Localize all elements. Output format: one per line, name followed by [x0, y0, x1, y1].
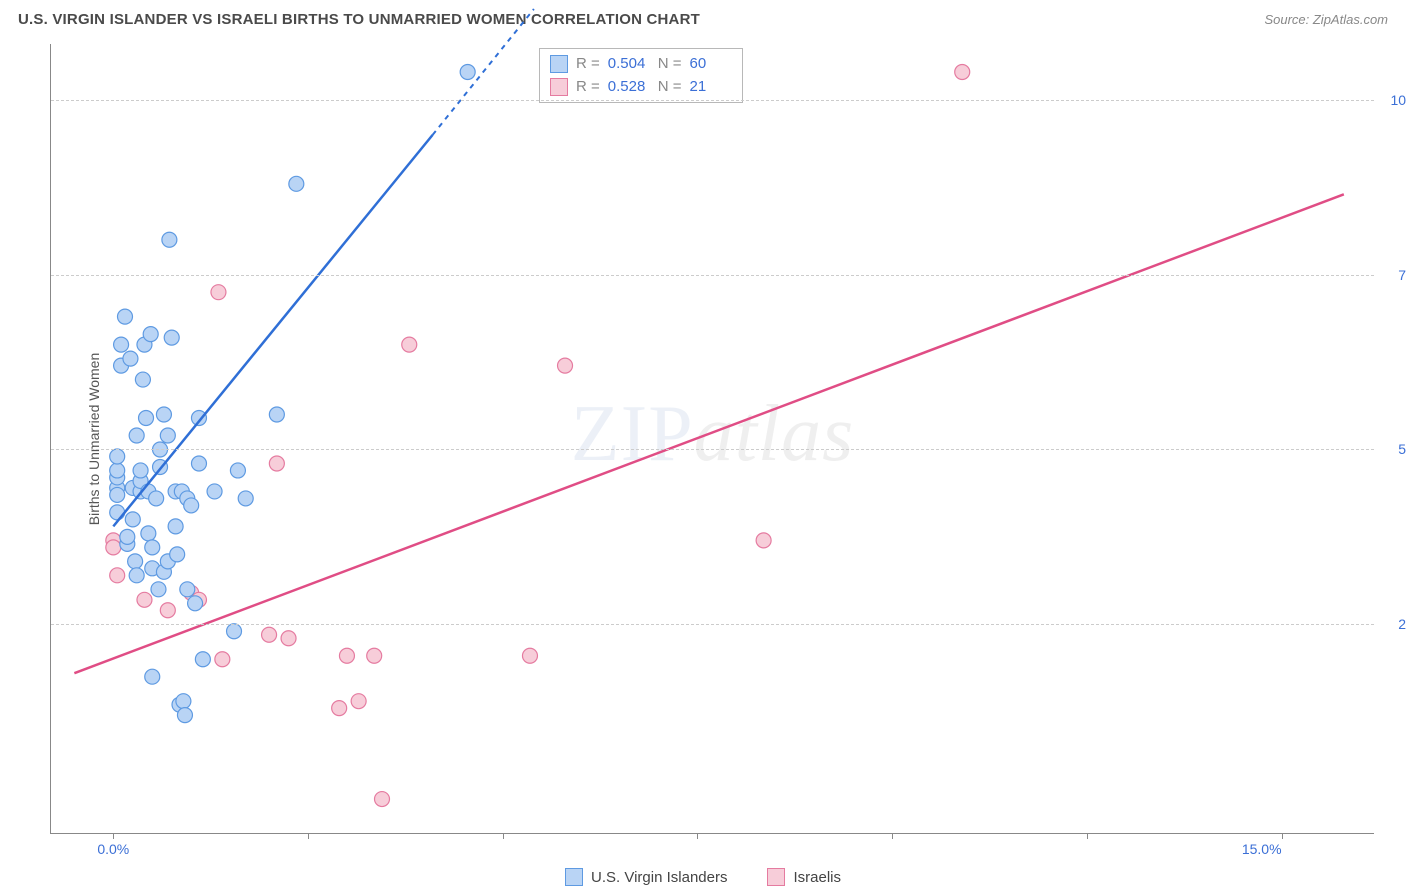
y-tick-label: 100.0% [1391, 92, 1406, 108]
legend-item-israeli: Israelis [767, 868, 841, 886]
data-point [106, 540, 121, 555]
swatch-israeli [550, 78, 568, 96]
data-point [145, 669, 160, 684]
x-tick-label: 15.0% [1242, 841, 1282, 857]
data-point [195, 652, 210, 667]
y-tick-label: 25.0% [1398, 616, 1406, 632]
data-point [188, 596, 203, 611]
source-label: Source: ZipAtlas.com [1264, 12, 1388, 27]
data-point [238, 491, 253, 506]
x-tick-label: 0.0% [97, 841, 129, 857]
data-point [143, 327, 158, 342]
stat-r-value: 0.504 [608, 53, 650, 76]
data-point [230, 463, 245, 478]
data-point [207, 484, 222, 499]
data-point [176, 694, 191, 709]
swatch-usvi [565, 868, 583, 886]
data-point [177, 708, 192, 723]
data-point [125, 512, 140, 527]
data-point [375, 792, 390, 807]
data-point [110, 505, 125, 520]
data-point [367, 648, 382, 663]
data-point [558, 358, 573, 373]
stat-label: R = [576, 53, 600, 76]
data-point [151, 582, 166, 597]
data-point [402, 337, 417, 352]
data-point [351, 694, 366, 709]
data-point [289, 176, 304, 191]
stat-r-value: 0.528 [608, 76, 650, 99]
data-point [110, 463, 125, 478]
data-point [164, 330, 179, 345]
data-point [160, 428, 175, 443]
data-point [156, 407, 171, 422]
data-point [137, 592, 152, 607]
y-tick-label: 75.0% [1398, 267, 1406, 283]
data-point [269, 456, 284, 471]
swatch-usvi [550, 55, 568, 73]
data-point [129, 568, 144, 583]
data-point [145, 540, 160, 555]
data-point [120, 529, 135, 544]
data-point [168, 519, 183, 534]
data-point [339, 648, 354, 663]
legend-label: Israelis [793, 869, 841, 886]
data-point [117, 309, 132, 324]
data-point [128, 554, 143, 569]
data-point [269, 407, 284, 422]
data-point [756, 533, 771, 548]
stat-label: R = [576, 76, 600, 99]
stats-legend-box: R = 0.504 N = 60 R = 0.528 N = 21 [539, 48, 743, 103]
stats-row: R = 0.504 N = 60 [550, 53, 732, 76]
data-point [180, 582, 195, 597]
plot-wrap: Births to Unmarried Women ZIPatlas R = 0… [42, 44, 1374, 834]
swatch-israeli [767, 868, 785, 886]
data-point [135, 372, 150, 387]
data-point [129, 428, 144, 443]
data-point [170, 547, 185, 562]
title-bar: U.S. VIRGIN ISLANDER VS ISRAELI BIRTHS T… [0, 0, 1406, 38]
data-point [133, 463, 148, 478]
y-tick-label: 50.0% [1398, 441, 1406, 457]
data-point [227, 624, 242, 639]
data-point [141, 526, 156, 541]
trend-line [74, 194, 1343, 673]
bottom-legend: U.S. Virgin Islanders Israelis [0, 868, 1406, 886]
stat-label: N = [658, 76, 682, 99]
data-point [149, 491, 164, 506]
stat-n-value: 21 [690, 76, 732, 99]
stats-row: R = 0.528 N = 21 [550, 76, 732, 99]
data-point [160, 603, 175, 618]
data-point [123, 351, 138, 366]
stat-label: N = [658, 53, 682, 76]
scatter-svg [51, 44, 1374, 833]
data-point [460, 64, 475, 79]
data-point [332, 701, 347, 716]
data-point [191, 456, 206, 471]
data-point [184, 498, 199, 513]
chart-title: U.S. VIRGIN ISLANDER VS ISRAELI BIRTHS T… [18, 11, 700, 28]
plot-area: ZIPatlas R = 0.504 N = 60 R = 0.528 N = … [50, 44, 1374, 834]
legend-item-usvi: U.S. Virgin Islanders [565, 868, 727, 886]
data-point [215, 652, 230, 667]
data-point [110, 568, 125, 583]
stat-n-value: 60 [690, 53, 732, 76]
data-point [955, 64, 970, 79]
data-point [110, 487, 125, 502]
data-point [114, 337, 129, 352]
legend-label: U.S. Virgin Islanders [591, 869, 727, 886]
data-point [110, 449, 125, 464]
data-point [162, 232, 177, 247]
data-point [522, 648, 537, 663]
data-point [211, 285, 226, 300]
data-point [139, 411, 154, 426]
data-point [262, 627, 277, 642]
data-point [281, 631, 296, 646]
